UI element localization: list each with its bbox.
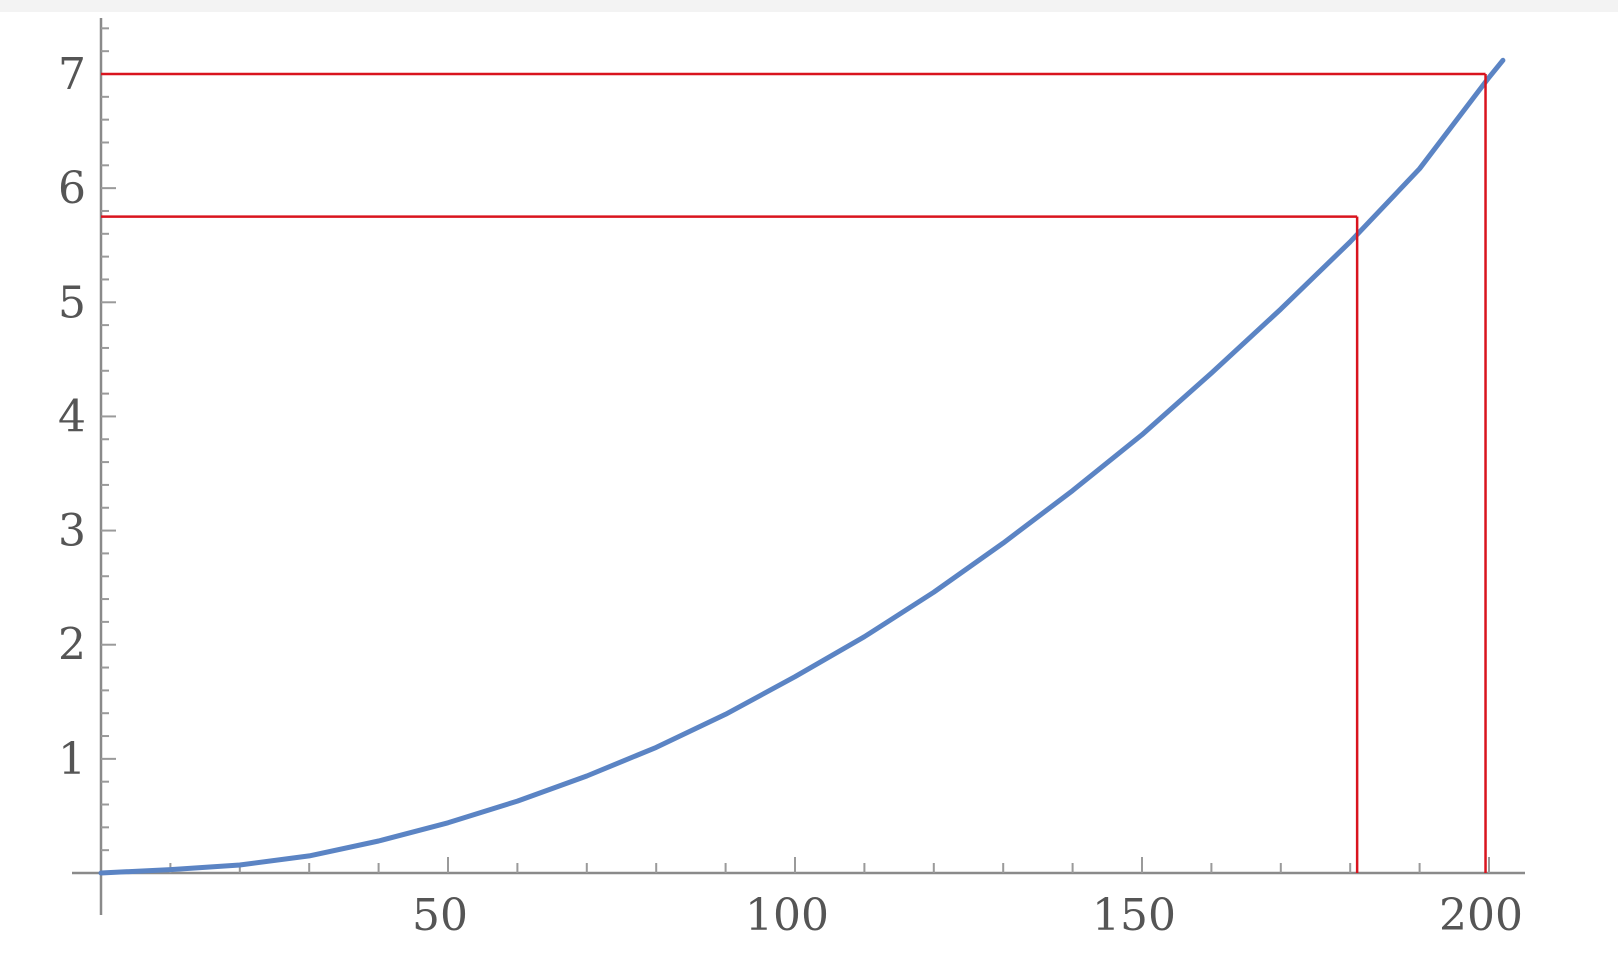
x-tick-label: 100 (745, 890, 829, 941)
series-curve (98, 57, 1506, 876)
y-tick-label: 7 (58, 49, 86, 100)
y-tick-label: 3 (58, 506, 86, 557)
x-tick-label: 200 (1439, 890, 1523, 941)
x-tick-label: 150 (1092, 890, 1176, 941)
y-tick-label: 2 (58, 620, 86, 671)
top-band (0, 0, 1618, 12)
y-tick-label: 5 (58, 277, 86, 328)
y-tick-label: 4 (58, 391, 86, 442)
x-tick-label: 50 (412, 890, 468, 941)
y-tick-label: 1 (58, 734, 86, 785)
y-tick-label: 6 (58, 163, 86, 214)
